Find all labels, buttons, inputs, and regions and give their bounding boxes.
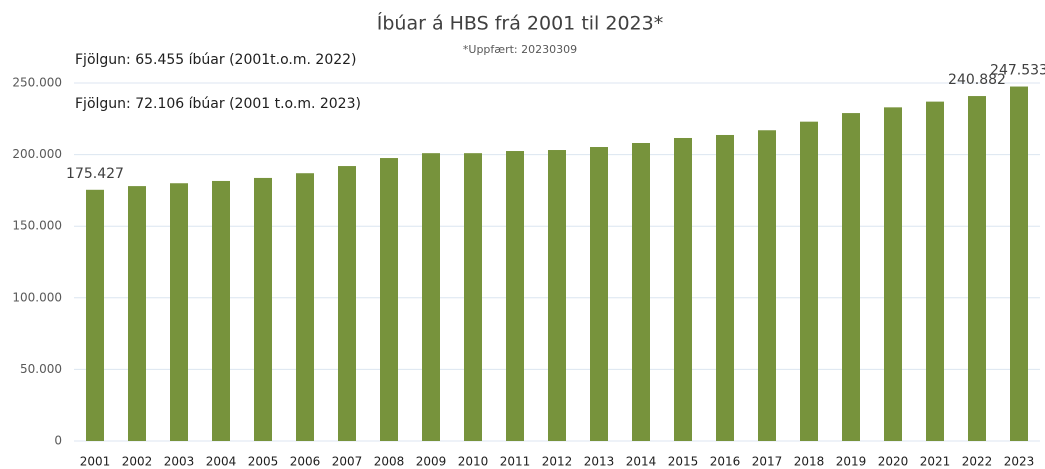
bar [296, 173, 314, 441]
data-label: 247.533 [990, 63, 1045, 79]
bar [548, 150, 566, 442]
x-tick-label: 2003 [164, 455, 195, 469]
x-tick-label: 2008 [374, 455, 405, 469]
x-tick-label: 2013 [584, 455, 615, 469]
x-tick-label: 2017 [752, 455, 783, 469]
x-tick-label: 2016 [710, 455, 741, 469]
bar [716, 134, 734, 441]
x-tick-label: 2019 [836, 455, 867, 469]
bar [506, 151, 524, 441]
bar [422, 153, 440, 441]
bar [254, 177, 272, 442]
x-tick-label: 2012 [542, 455, 573, 469]
data-label: 240.882 [948, 72, 1006, 88]
x-tick-label: 2020 [878, 455, 909, 469]
x-tick-label: 2023 [1004, 455, 1035, 469]
bar [86, 189, 104, 441]
x-tick-label: 2009 [416, 455, 447, 469]
bar [170, 183, 188, 442]
bar [926, 101, 944, 441]
bar [842, 113, 860, 442]
bar [128, 186, 146, 441]
x-tick-label: 2021 [920, 455, 951, 469]
bar [674, 137, 692, 441]
bar [380, 158, 398, 441]
data-label: 175.427 [66, 166, 124, 182]
bar [968, 96, 986, 441]
annotation: Fjölgun: 72.106 íbúar (2001 t.o.m. 2023) [75, 96, 361, 112]
x-tick-label: 2011 [500, 455, 531, 469]
y-tick-label: 50.000 [20, 362, 62, 376]
bar [464, 153, 482, 441]
bar [632, 143, 650, 441]
bar [590, 147, 608, 441]
y-tick-label: 250.000 [12, 76, 62, 90]
x-tick-label: 2015 [668, 455, 699, 469]
x-tick-label: 2006 [290, 455, 321, 469]
y-tick-label: 150.000 [12, 219, 62, 233]
chart-title: Íbúar á HBS frá 2001 til 2023* [377, 12, 663, 35]
x-tick-label: 2014 [626, 455, 657, 469]
chart-subtitle: *Uppfært: 20230309 [463, 43, 577, 56]
x-tick-label: 2018 [794, 455, 825, 469]
bar [758, 130, 776, 442]
x-tick-label: 2007 [332, 455, 363, 469]
bar [1010, 86, 1028, 441]
bar [338, 166, 356, 441]
bar [212, 180, 230, 442]
bar [884, 107, 902, 442]
x-tick-label: 2010 [458, 455, 489, 469]
y-tick-label: 200.000 [12, 147, 62, 161]
x-tick-label: 2001 [80, 455, 111, 469]
y-tick-label: 0 [54, 434, 62, 448]
y-tick-label: 100.000 [12, 290, 62, 304]
x-tick-label: 2005 [248, 455, 279, 469]
x-tick-label: 2004 [206, 455, 237, 469]
bar [800, 121, 818, 441]
annotation: Fjölgun: 65.455 íbúar (2001t.o.m. 2022) [75, 52, 357, 68]
x-tick-label: 2002 [122, 455, 153, 469]
x-tick-label: 2022 [962, 455, 993, 469]
